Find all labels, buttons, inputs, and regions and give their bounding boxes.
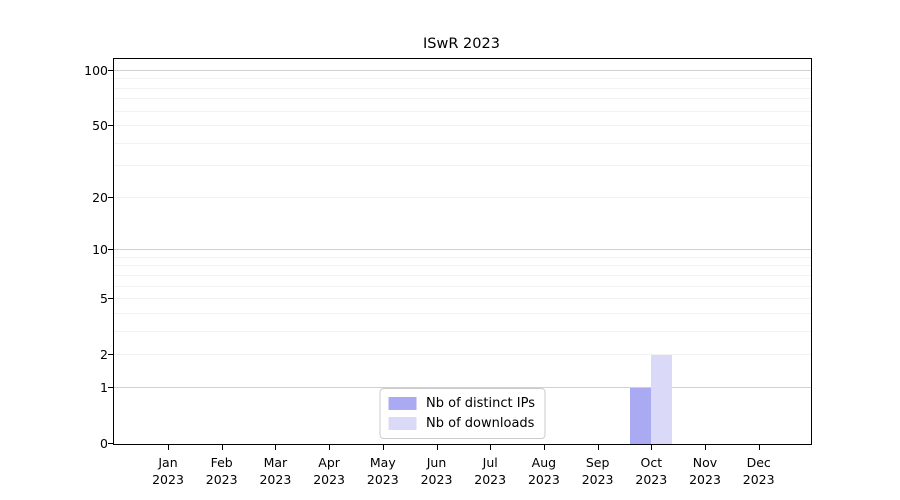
x-tick-mark <box>329 444 331 450</box>
x-tick-year: 2023 <box>689 472 721 487</box>
y-tick-label: 100 <box>84 62 108 78</box>
bar-downloads <box>651 355 673 444</box>
x-tick-year: 2023 <box>205 472 238 487</box>
x-tick-label: Nov 2023 <box>675 454 735 488</box>
x-tick-month: Oct <box>640 455 663 470</box>
x-tick-year: 2023 <box>366 472 399 487</box>
y-tick-mark <box>108 125 114 127</box>
x-tick-year: 2023 <box>259 472 292 487</box>
x-tick-label: Jul 2023 <box>460 454 520 488</box>
y-tick-label: 20 <box>92 189 108 205</box>
y-tick-label: 2 <box>100 347 108 363</box>
gridline-minor <box>114 312 811 314</box>
x-tick-label: Aug 2023 <box>514 454 574 488</box>
gridline-minor <box>114 330 811 332</box>
x-tick-label: Jan 2023 <box>138 454 198 488</box>
x-tick-month: Sep <box>585 455 610 470</box>
plot-area: 100 50 20 10 5 2 1 0 Jan 2023 Feb 2023 Mar 2023 Apr 202… <box>84 58 812 487</box>
bar-distinct-ips <box>630 387 652 444</box>
gridline-minor <box>114 298 811 300</box>
x-tick-month: Feb <box>210 455 233 470</box>
gridline-minor <box>114 285 811 287</box>
gridline-minor <box>114 256 811 258</box>
x-tick-year: 2023 <box>581 472 614 487</box>
x-tick-mark <box>275 444 277 450</box>
chart-title: ISwR 2023 <box>423 36 500 52</box>
x-tick-month: Nov <box>692 455 718 470</box>
y-tick-mark <box>108 249 114 251</box>
legend-swatch <box>388 397 417 410</box>
y-tick-label: 1 <box>100 379 108 395</box>
legend-label: Nb of downloads <box>426 416 535 431</box>
x-tick-year: 2023 <box>474 472 507 487</box>
legend-item: Nb of downloads <box>388 416 535 431</box>
gridline-minor <box>114 87 811 89</box>
gridline-minor <box>114 142 811 144</box>
x-tick-mark <box>651 444 653 450</box>
x-tick-mark <box>758 444 760 450</box>
x-tick-year: 2023 <box>527 472 560 487</box>
gridline-minor <box>114 98 811 100</box>
x-tick-label: May 2023 <box>353 454 413 488</box>
x-tick-month: Mar <box>263 455 288 470</box>
x-tick-mark <box>490 444 492 450</box>
gridline-minor <box>114 354 811 356</box>
x-tick-month: Jun <box>426 455 447 470</box>
x-tick-mark <box>543 444 545 450</box>
x-tick-mark <box>221 444 223 450</box>
gridline-minor <box>114 196 811 198</box>
y-tick-label: 0 <box>100 436 108 451</box>
x-tick-label: Feb 2023 <box>192 454 252 488</box>
x-tick-year: 2023 <box>152 472 184 487</box>
x-tick-year: 2023 <box>635 472 668 487</box>
x-tick-mark <box>705 444 706 450</box>
x-tick-mark <box>168 444 169 450</box>
x-tick-label: Sep 2023 <box>568 454 628 488</box>
gridline-minor <box>114 165 811 167</box>
x-tick-label: Dec 2023 <box>729 454 789 488</box>
y-tick-label: 50 <box>92 118 108 134</box>
y-tick-mark <box>108 196 114 198</box>
x-tick-label: Oct 2023 <box>621 454 681 488</box>
x-tick-label: Mar 2023 <box>245 454 305 488</box>
x-tick-month: Jan <box>158 455 178 470</box>
x-tick-month: Jul <box>482 455 498 470</box>
y-tick-mark <box>108 354 114 356</box>
y-tick-mark <box>108 386 114 388</box>
y-tick-mark <box>108 443 114 444</box>
legend-swatch <box>388 417 417 430</box>
gridline-minor <box>114 274 811 276</box>
x-tick-year: 2023 <box>313 472 345 487</box>
x-tick-month: Aug <box>531 455 557 470</box>
x-tick-month: May <box>369 455 396 470</box>
x-tick-month: Dec <box>746 455 771 470</box>
x-tick-mark <box>382 444 384 450</box>
x-tick-label: Apr 2023 <box>299 454 359 488</box>
x-tick-year: 2023 <box>742 472 775 487</box>
y-tick-mark <box>108 69 114 71</box>
x-tick-label: Jun 2023 <box>407 454 467 488</box>
legend: Nb of distinct IPs Nb of downloads <box>379 388 546 439</box>
x-tick-mark <box>436 444 438 450</box>
gridline-major <box>114 69 811 71</box>
gridline-minor <box>114 125 811 127</box>
legend-item: Nb of distinct IPs <box>388 396 535 411</box>
y-tick-mark <box>108 298 114 300</box>
x-tick-month: Apr <box>318 455 340 470</box>
x-tick-mark <box>597 444 599 450</box>
gridline-minor <box>114 265 811 267</box>
y-tick-label: 10 <box>92 242 108 258</box>
gridline-minor <box>114 78 811 80</box>
legend-label: Nb of distinct IPs <box>426 396 535 411</box>
x-tick-year: 2023 <box>420 472 453 487</box>
y-tick-label: 5 <box>100 291 108 307</box>
gridline-minor <box>114 110 811 112</box>
gridline-major <box>114 249 811 251</box>
